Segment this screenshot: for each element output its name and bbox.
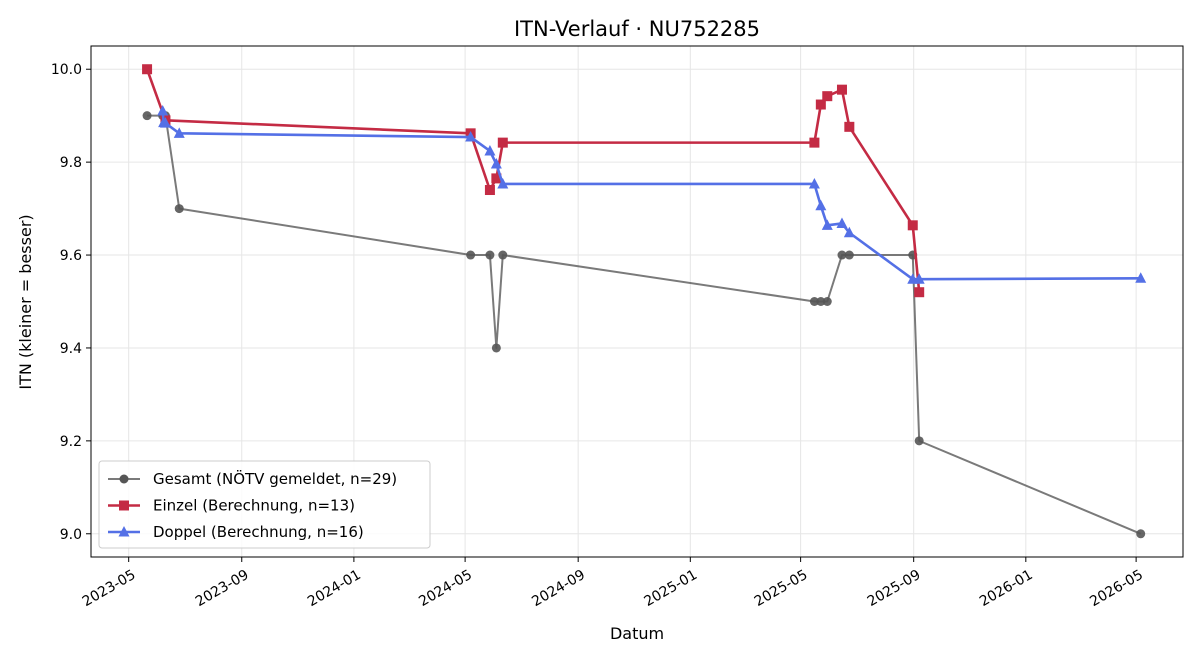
y-tick-label: 9.8: [60, 155, 82, 171]
data-point: [816, 297, 826, 306]
legend-item: Gesamt (NÖTV gemeldet, n=29): [108, 469, 397, 488]
data-point: [822, 91, 833, 102]
x-axis-label: Datum: [610, 624, 664, 643]
chart-title: ITN-Verlauf · NU752285: [514, 17, 760, 41]
data-point: [837, 250, 847, 260]
legend-marker: [119, 474, 129, 484]
data-point: [157, 105, 169, 116]
legend-item: Einzel (Berechnung, n=13): [108, 497, 355, 515]
data-point: [174, 204, 184, 214]
data-point: [485, 250, 495, 260]
data-point: [497, 177, 509, 189]
data-point: [809, 137, 820, 148]
data-point: [907, 220, 918, 231]
data-point: [844, 121, 855, 132]
data-point: [1135, 272, 1147, 283]
data-point: [498, 250, 508, 260]
data-point: [815, 99, 826, 110]
y-tick-label: 9.4: [60, 341, 82, 357]
data-point: [815, 199, 827, 211]
legend-marker: [118, 526, 130, 537]
data-point: [173, 127, 185, 138]
data-point: [142, 111, 152, 121]
plot-frame: [90, 45, 1184, 558]
data-point: [465, 131, 477, 142]
data-point: [843, 226, 855, 238]
legend-box: [98, 460, 431, 549]
data-point: [490, 157, 502, 169]
data-point: [822, 297, 832, 306]
x-tick-label: 2025-01: [641, 567, 700, 610]
data-point: [1136, 529, 1146, 539]
legend-label: Einzel (Berechnung, n=13): [153, 497, 355, 515]
series-line: [161, 110, 1141, 281]
x-tick-label: 2024-09: [529, 567, 588, 610]
data-point: [466, 250, 476, 260]
y-tick-label: 9.0: [60, 527, 82, 543]
x-tick-label: 2023-05: [80, 567, 139, 610]
data-point: [914, 436, 924, 446]
legend-label: Doppel (Berechnung, n=16): [153, 523, 364, 541]
series-doppel: [157, 105, 1147, 284]
data-point: [913, 273, 925, 284]
data-point: [142, 64, 153, 75]
data-point: [497, 137, 508, 148]
data-point: [808, 177, 820, 189]
data-point: [844, 250, 854, 260]
data-point: [821, 219, 833, 230]
series-einzel: [142, 64, 925, 298]
y-tick-label: 10.0: [51, 62, 82, 78]
y-tick-label: 9.6: [60, 248, 82, 264]
data-point: [484, 144, 496, 156]
data-point: [914, 287, 925, 298]
legend-marker: [119, 500, 129, 511]
x-tick-label: 2026-05: [1087, 567, 1146, 610]
data-point: [836, 217, 848, 228]
data-point: [491, 343, 501, 353]
y-tick-label: 9.2: [60, 434, 82, 450]
x-tick-label: 2026-01: [977, 567, 1036, 610]
data-point: [836, 84, 847, 95]
x-tick-label: 2023-09: [193, 567, 252, 610]
y-axis-label: ITN (kleiner = besser): [16, 214, 35, 389]
data-point: [809, 297, 819, 306]
data-point: [484, 185, 495, 196]
data-point: [491, 173, 502, 184]
x-tick-label: 2025-09: [865, 567, 924, 610]
x-tick-label: 2024-05: [416, 567, 475, 610]
data-point: [159, 117, 171, 128]
legend-label: Gesamt (NÖTV gemeldet, n=29): [153, 469, 397, 488]
series-layer: [142, 64, 1147, 539]
x-tick-label: 2024-01: [305, 567, 364, 610]
x-tick-label: 2025-05: [752, 567, 811, 610]
legend: Gesamt (NÖTV gemeldet, n=29) Einzel (Bere…: [98, 460, 431, 549]
legend-item: Doppel (Berechnung, n=16): [108, 523, 364, 541]
